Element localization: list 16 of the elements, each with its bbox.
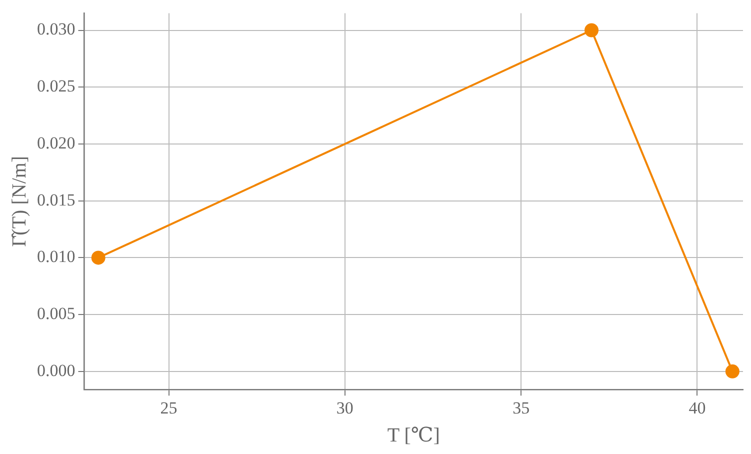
y-tick-label: 0.025 [37,76,76,96]
x-axis-title: T [℃] [387,424,440,446]
x-tick-label: 25 [160,398,178,418]
point [584,23,599,38]
y-tick-label: 0.015 [37,190,76,210]
y-tick-label: 0.000 [37,360,76,380]
y-tick-label: 0.010 [37,247,76,266]
x-tick-label: 30 [336,398,354,418]
y-tick-label: 0.030 [37,20,76,39]
x-tick-label: 35 [512,398,530,418]
point [725,364,740,378]
x-tick-label: 40 [688,398,706,418]
y-tick-label: 0.005 [37,304,76,324]
y-tick-label: 0.020 [37,133,76,152]
y-axis-title: Γ̂(T) [N/m] [8,156,30,247]
point [91,250,106,265]
